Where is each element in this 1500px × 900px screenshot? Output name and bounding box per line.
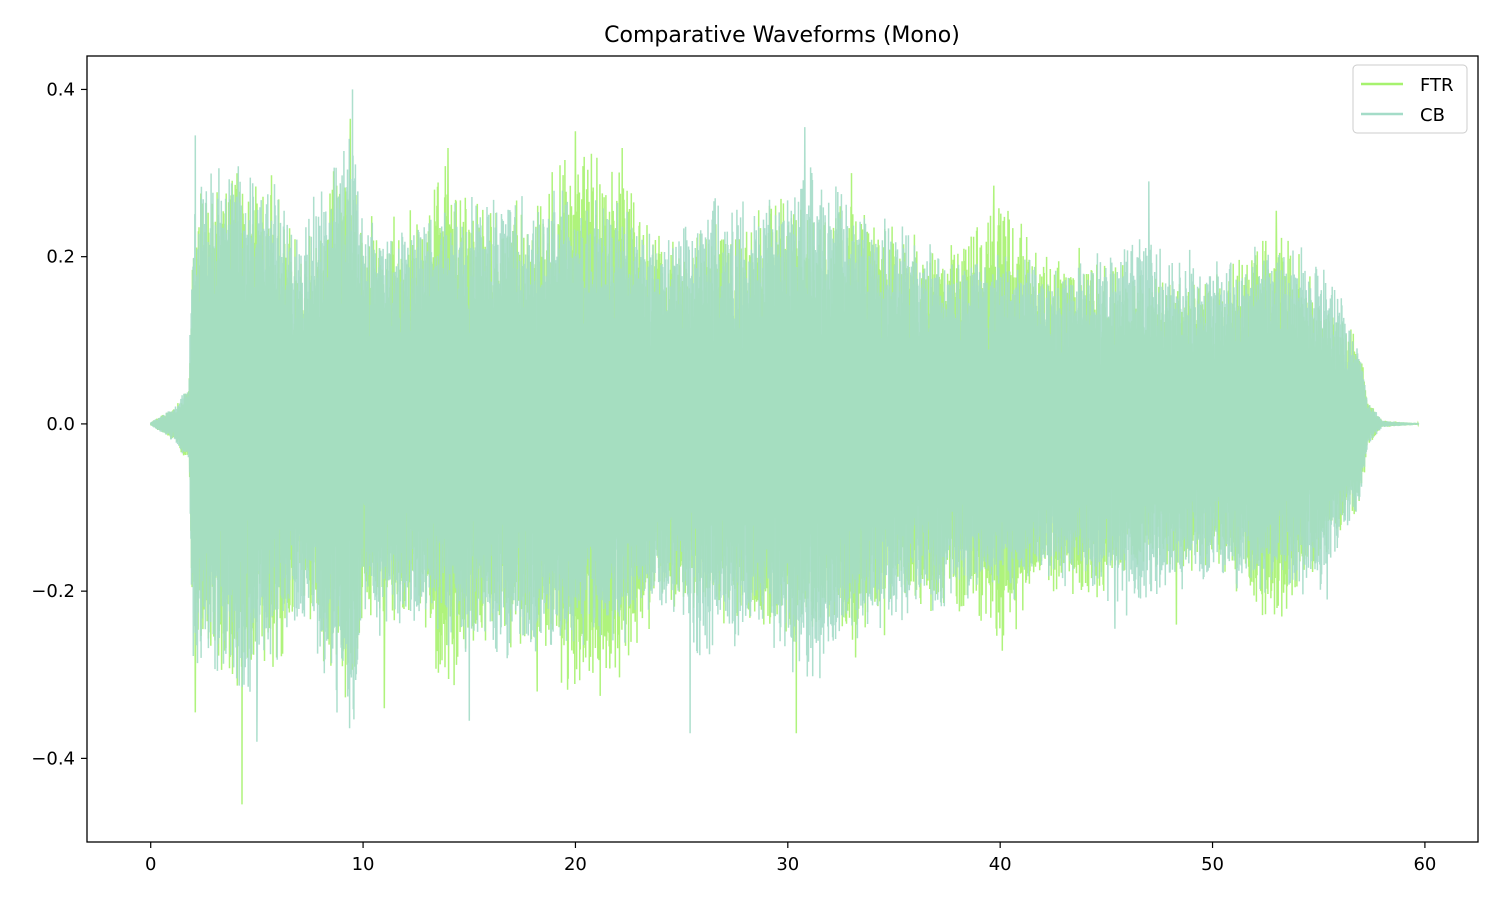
x-tick-label: 60 (1413, 854, 1436, 875)
y-tick-label: −0.2 (31, 581, 75, 602)
y-tick-label: 0.0 (46, 414, 75, 435)
series-line-cb (149, 89, 1420, 742)
y-tick-label: 0.2 (46, 247, 75, 268)
x-tick-label: 20 (564, 854, 587, 875)
legend-box (1352, 64, 1468, 134)
x-tick-label: 50 (1201, 854, 1224, 875)
plot-frame (86, 55, 1479, 843)
y-axis: −0.4 −0.2 0.0 0.2 0.4 (31, 79, 87, 769)
x-axis: 0 10 20 30 40 50 60 (145, 842, 1436, 875)
legend: FTR CB (1352, 64, 1468, 134)
legend-label-cb: CB (1420, 105, 1445, 126)
plot-area (149, 89, 1420, 805)
legend-label-ftr: FTR (1420, 75, 1454, 96)
x-tick-label: 30 (776, 854, 799, 875)
y-tick-label: −0.4 (31, 748, 75, 769)
chart-title: Comparative Waveforms (Mono) (604, 23, 960, 48)
x-tick-label: 40 (989, 854, 1012, 875)
x-tick-label: 10 (352, 854, 375, 875)
x-tick-label: 0 (145, 854, 156, 875)
y-tick-label: 0.4 (46, 79, 75, 100)
